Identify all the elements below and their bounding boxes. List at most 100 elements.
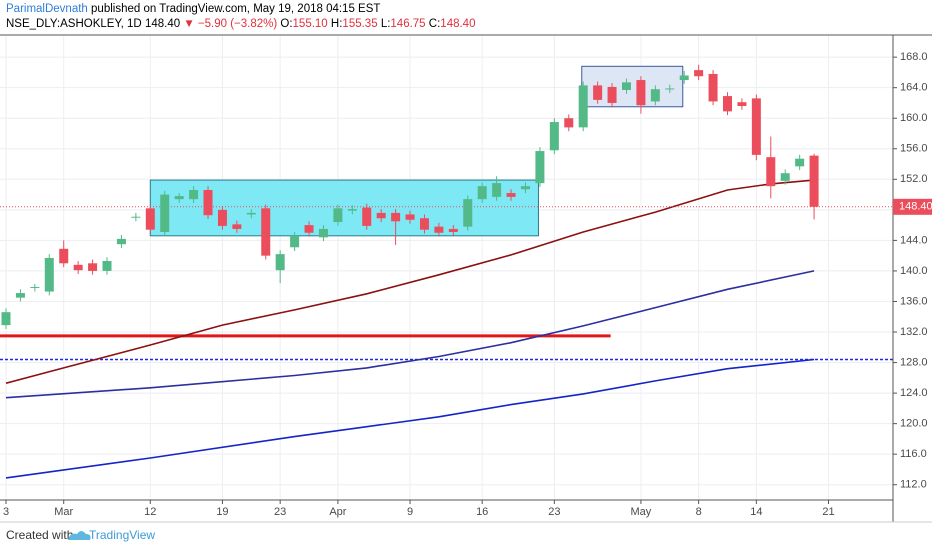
candle-body: [405, 214, 415, 220]
candle-body: [723, 96, 732, 112]
candle-body: [391, 212, 401, 222]
candle-body: [434, 226, 444, 233]
candle-body: [766, 157, 776, 187]
candle-body: [477, 186, 487, 200]
candle-body: [549, 122, 559, 151]
candle-body: [59, 248, 69, 264]
y-tick-label: 164.0: [900, 82, 928, 94]
price-tag-label: 148.40: [899, 201, 932, 213]
x-tick-label: Apr: [329, 506, 346, 518]
candle-body: [737, 102, 747, 107]
h-value: 155.35: [342, 18, 377, 30]
x-tick-label: 16: [476, 506, 488, 518]
moving-average: [5, 358, 815, 479]
candle-body: [607, 86, 617, 103]
y-tick-label: 136.0: [900, 295, 928, 307]
brand-logo: [68, 531, 91, 540]
candle-body: [1, 312, 11, 326]
moving-average: [5, 270, 815, 399]
y-tick-label: 160.0: [900, 112, 928, 124]
candle-body: [131, 216, 141, 218]
candle-body: [362, 207, 372, 226]
candle-body: [506, 193, 516, 197]
x-tick-label: 14: [750, 506, 762, 518]
candle-body: [116, 238, 126, 245]
candle-body: [621, 82, 631, 90]
candle-body: [419, 218, 429, 230]
candle-body: [795, 158, 805, 167]
candle-body: [463, 199, 473, 227]
created-with: Created with: [6, 528, 73, 542]
candle-body: [203, 190, 213, 216]
candle-body: [520, 186, 530, 190]
candle-body: [751, 98, 761, 155]
x-tick-label: 8: [696, 506, 702, 518]
l-value: 146.75: [390, 18, 425, 30]
candle-body: [246, 212, 256, 215]
candle-body: [160, 194, 170, 232]
candle-body: [376, 212, 386, 219]
author[interactable]: ParimalDevnath: [6, 3, 88, 15]
last: 148.40: [145, 18, 180, 30]
x-tick-label: 12: [144, 506, 156, 518]
y-tick-label: 156.0: [900, 143, 928, 155]
x-tick-label: May: [631, 506, 652, 518]
y-tick-label: 112.0: [900, 479, 927, 491]
o-label: O:: [280, 18, 292, 30]
candle-body: [44, 257, 54, 292]
h-label: H:: [331, 18, 343, 30]
candle-body: [333, 208, 343, 223]
candle-body: [217, 209, 227, 226]
header-line: ParimalDevnath published on TradingView.…: [6, 3, 380, 15]
highlight-box: [149, 179, 539, 237]
x-tick-label: 3: [3, 506, 9, 518]
x-tick-label: 23: [274, 506, 286, 518]
candle-body: [593, 85, 603, 100]
symbol: NSE_DLY:ASHOKLEY, 1D: [6, 18, 142, 30]
candle-body: [708, 73, 718, 102]
candle-body: [232, 224, 242, 229]
y-tick-label: 140.0: [900, 265, 928, 277]
y-tick-label: 132.0: [900, 326, 928, 338]
candle-body: [694, 70, 704, 77]
x-tick-label: 9: [407, 506, 413, 518]
c-value: 148.40: [440, 18, 475, 30]
candle-body: [679, 75, 689, 81]
x-tick-label: 23: [548, 506, 560, 518]
candle-body: [665, 88, 675, 90]
symbol-line: NSE_DLY:ASHOKLEY, 1D 148.40 ▼ −5.90 (−3.…: [6, 18, 475, 30]
o-value: 155.10: [293, 18, 328, 30]
candle-body: [261, 208, 271, 256]
candle-body: [30, 286, 40, 288]
x-tick-label: 21: [822, 506, 834, 518]
candle-body: [535, 151, 545, 184]
candle-body: [347, 209, 357, 211]
change: ▼ −5.90 (−3.82%): [183, 18, 277, 30]
candle-body: [189, 190, 199, 200]
candle-body: [809, 155, 819, 207]
candle-body: [275, 254, 285, 271]
candle-body: [578, 85, 588, 128]
candle-body: [318, 228, 328, 238]
candle-body: [102, 261, 112, 271]
c-label: C:: [429, 18, 441, 30]
y-tick-label: 124.0: [900, 387, 928, 399]
candle-body: [290, 235, 300, 248]
candle-body: [492, 183, 502, 197]
y-tick-label: 120.0: [900, 418, 928, 430]
y-tick-label: 144.0: [900, 234, 928, 246]
candle-body: [448, 228, 458, 232]
y-tick-label: 116.0: [900, 448, 927, 460]
candle-body: [15, 293, 25, 298]
x-tick-label: Mar: [54, 506, 73, 518]
price-tag: [893, 198, 932, 215]
candle-body: [145, 208, 155, 230]
candle-body: [636, 80, 646, 106]
candle-body: [88, 263, 98, 271]
y-tick-label: 152.0: [900, 173, 928, 185]
candle-body: [304, 225, 314, 233]
y-tick-label: 168.0: [900, 51, 928, 63]
candle-body: [174, 196, 184, 200]
brand[interactable]: TradingView: [89, 528, 155, 542]
